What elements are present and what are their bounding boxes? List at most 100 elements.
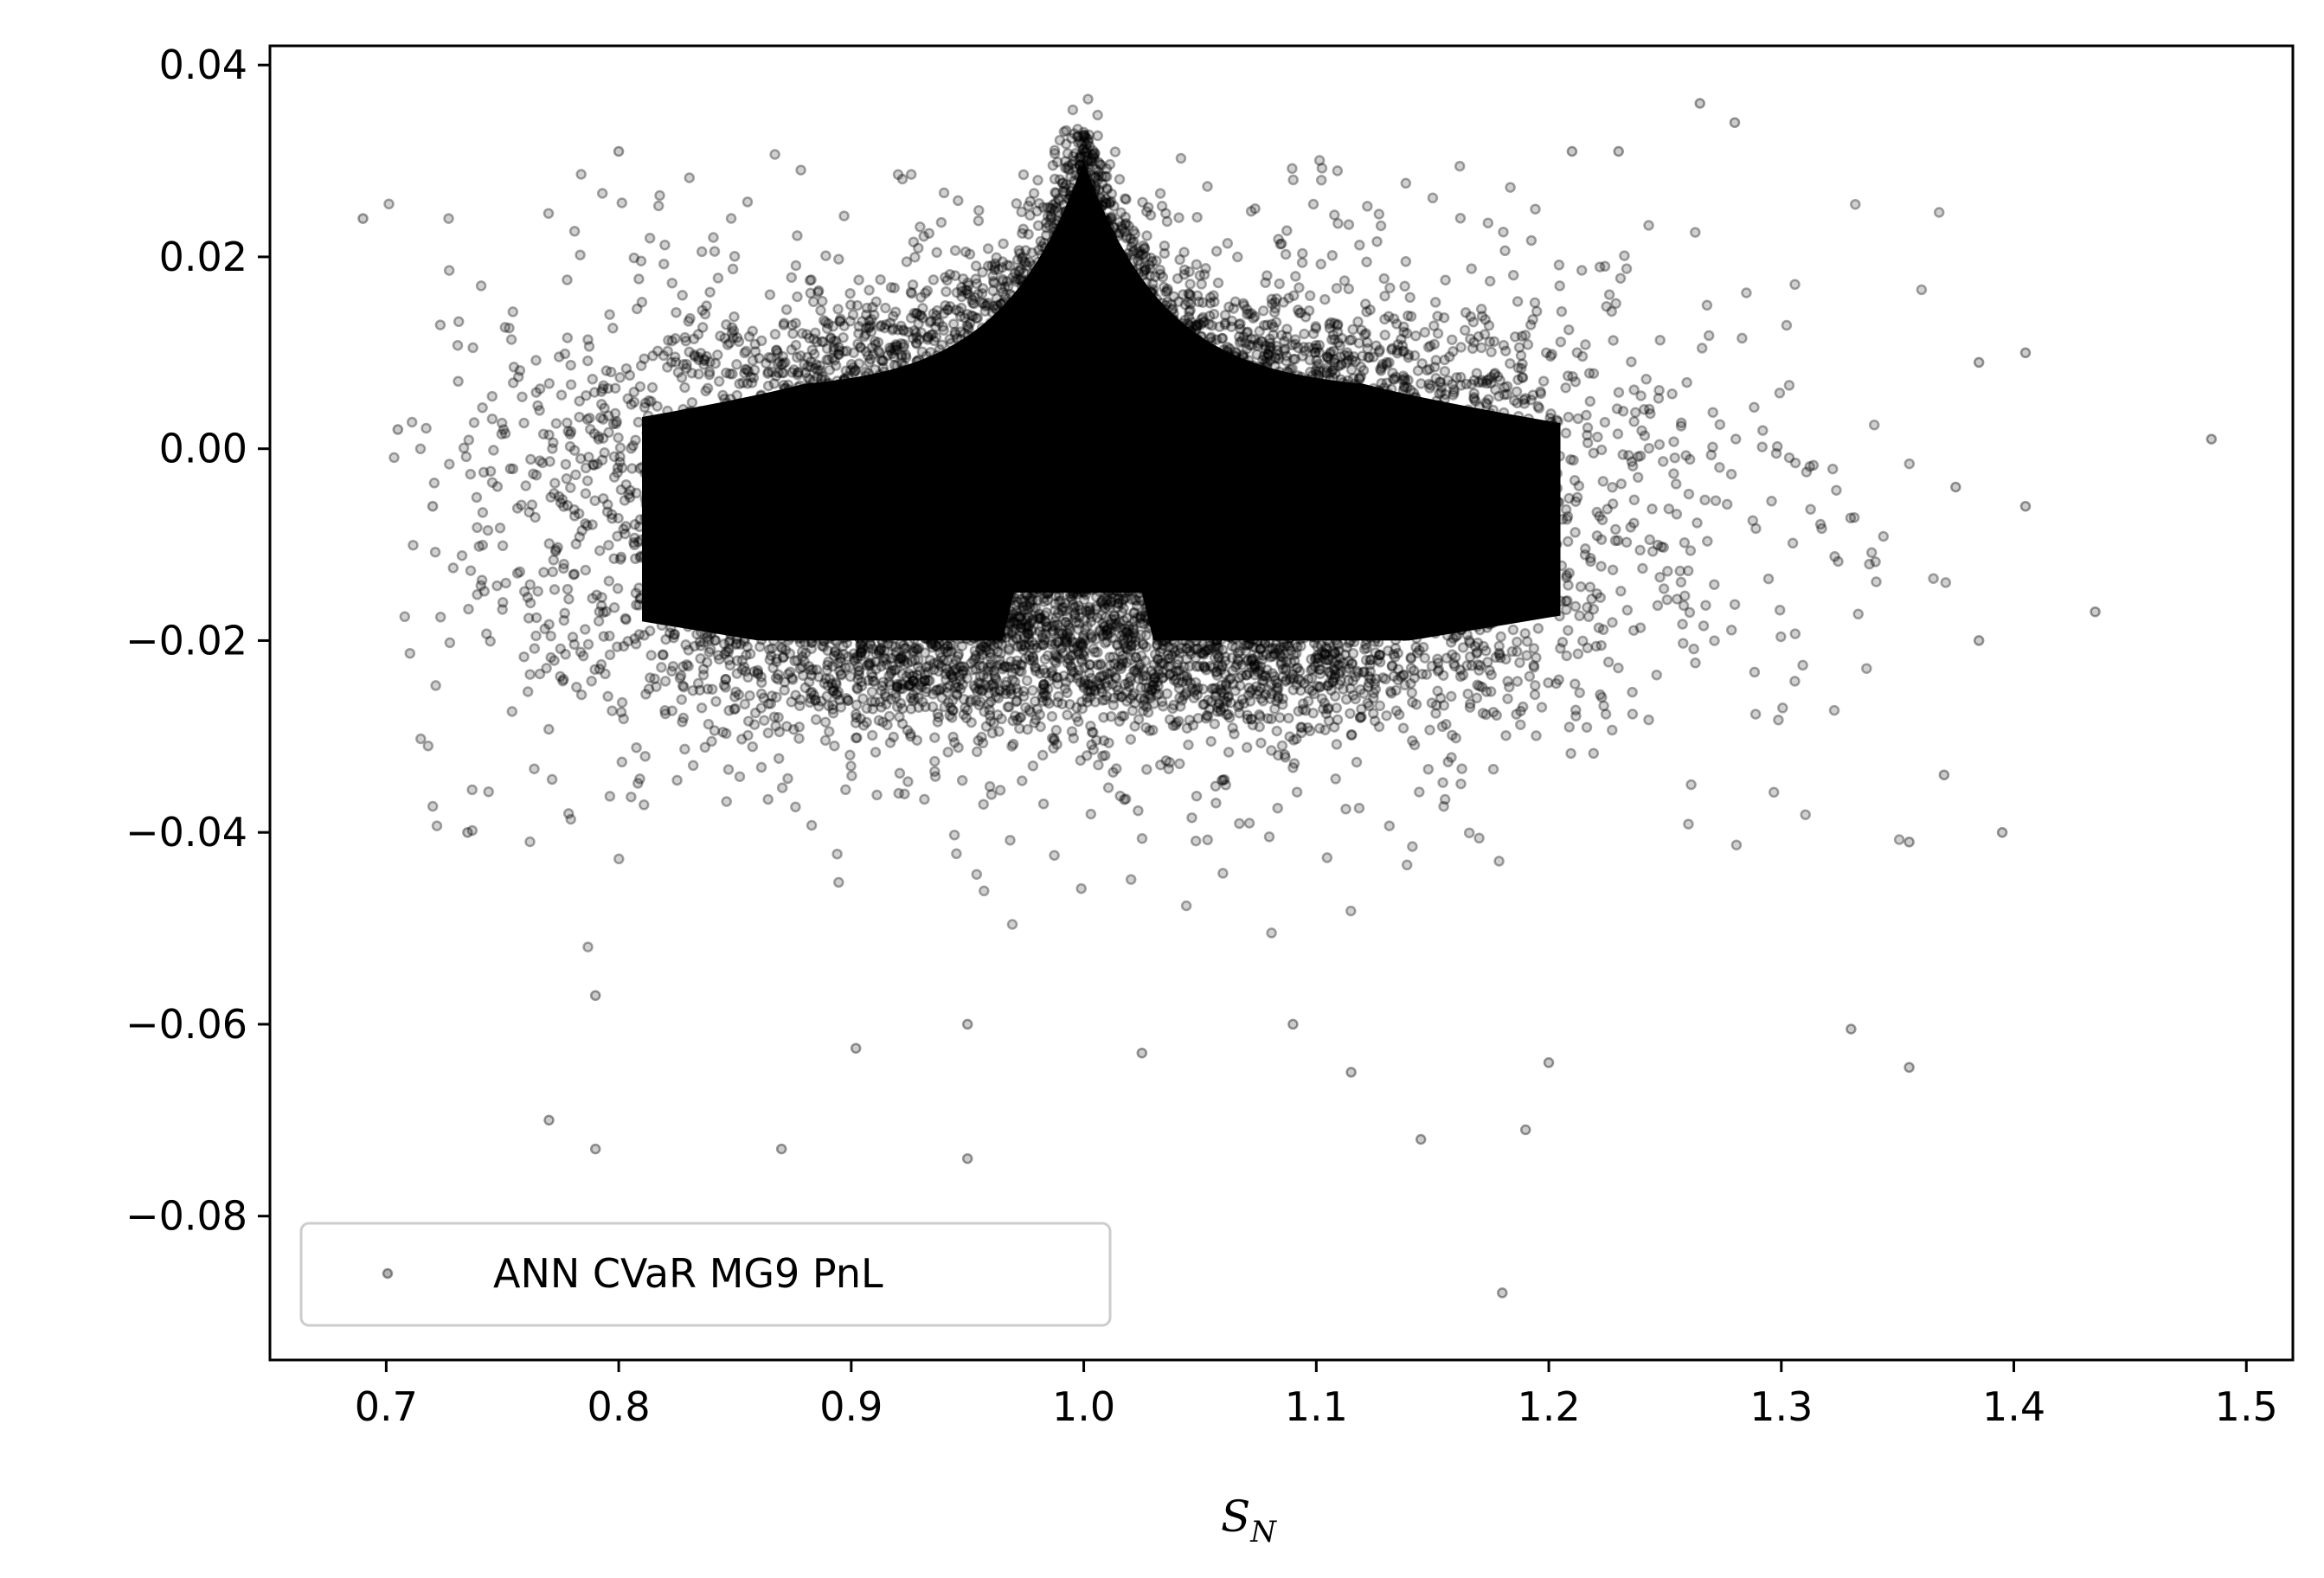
scatter-point xyxy=(1577,635,1589,647)
scatter-point xyxy=(1700,600,1711,611)
scatter-point xyxy=(921,331,934,343)
scatter-point xyxy=(558,501,569,512)
scatter-point xyxy=(1163,661,1174,672)
scatter-point xyxy=(547,566,559,578)
scatter-point xyxy=(659,676,671,687)
scatter-point xyxy=(987,678,999,690)
scatter-point xyxy=(545,651,556,664)
scatter-point xyxy=(1181,670,1192,683)
scatter-point xyxy=(434,612,446,623)
scatter-point xyxy=(1396,333,1407,345)
scatter-point xyxy=(701,657,713,668)
scatter-points xyxy=(357,93,2218,1299)
scatter-point xyxy=(1374,700,1386,712)
scatter-point xyxy=(1677,619,1688,630)
scatter-point xyxy=(706,683,718,695)
scatter-point xyxy=(1167,643,1179,654)
scatter-point xyxy=(1082,696,1094,708)
scatter-point xyxy=(1627,686,1638,698)
scatter-point xyxy=(525,453,536,465)
scatter-point xyxy=(1675,420,1687,432)
scatter-point xyxy=(1111,681,1122,692)
scatter-point xyxy=(1428,362,1441,373)
scatter-point xyxy=(883,710,896,722)
scatter-point xyxy=(1140,670,1152,682)
scatter-point xyxy=(1390,643,1402,654)
scatter-point xyxy=(1092,130,1103,142)
scatter-point xyxy=(739,698,751,710)
scatter-point xyxy=(575,646,587,658)
scatter-point xyxy=(1627,709,1639,720)
scatter-point xyxy=(806,664,819,676)
scatter-point xyxy=(1347,675,1358,687)
scatter-point xyxy=(1789,628,1801,639)
scatter-point xyxy=(429,546,441,558)
scatter-point xyxy=(1021,620,1032,632)
scatter-point xyxy=(713,653,725,665)
scatter-point xyxy=(1216,660,1228,671)
scatter-point xyxy=(594,545,606,556)
scatter-point xyxy=(993,726,1005,737)
scatter-point xyxy=(697,669,709,681)
scatter-point xyxy=(804,332,815,344)
scatter-point xyxy=(1132,255,1144,266)
scatter-point xyxy=(1231,658,1243,670)
scatter-point xyxy=(581,475,594,486)
scatter-point xyxy=(1787,537,1799,549)
scatter-point xyxy=(873,645,885,657)
scatter-point xyxy=(1232,251,1243,263)
scatter-point xyxy=(1203,694,1214,706)
scatter-point xyxy=(1277,664,1289,675)
scatter-point xyxy=(1699,494,1711,506)
scatter-point xyxy=(1184,298,1197,310)
scatter-point xyxy=(1685,545,1697,556)
scatter-point xyxy=(580,564,592,576)
scatter-point xyxy=(829,355,840,366)
scatter-point xyxy=(529,643,541,654)
scatter-point xyxy=(645,650,657,661)
scatter-point xyxy=(911,670,923,681)
scatter-point xyxy=(1456,763,1467,774)
scatter-point xyxy=(481,628,492,639)
scatter-point xyxy=(1274,278,1285,290)
scatter-point xyxy=(1522,339,1534,350)
scatter-point xyxy=(649,673,660,684)
scatter-point xyxy=(1082,93,1094,105)
scatter-point xyxy=(1038,687,1050,698)
scatter-point xyxy=(1075,653,1087,665)
scatter-point xyxy=(1221,696,1232,708)
scatter-point xyxy=(865,326,877,337)
scatter-point xyxy=(933,658,945,670)
scatter-point xyxy=(1721,498,1733,510)
scatter-point xyxy=(1495,631,1506,643)
scatter-point xyxy=(824,726,835,737)
scatter-point xyxy=(1179,689,1191,700)
scatter-point xyxy=(731,655,743,666)
scatter-point xyxy=(747,325,759,337)
scatter-point xyxy=(538,567,549,578)
scatter-point xyxy=(1037,202,1049,213)
scatter-point xyxy=(1698,620,1710,632)
scatter-point xyxy=(827,699,838,711)
scatter-point xyxy=(998,661,1011,673)
scatter-point xyxy=(1669,452,1680,464)
scatter-point xyxy=(444,459,455,470)
scatter-point xyxy=(1535,388,1547,400)
scatter-point xyxy=(1067,636,1078,648)
scatter-point xyxy=(1775,631,1787,643)
scatter-point xyxy=(863,285,875,296)
scatter-point xyxy=(970,695,982,707)
scatter-point xyxy=(1003,643,1015,654)
scatter-point xyxy=(1383,645,1394,657)
scatter-point xyxy=(1313,722,1326,734)
scatter-point xyxy=(1055,643,1067,655)
scatter-point xyxy=(1766,496,1777,507)
scatter-point xyxy=(1252,650,1264,662)
scatter-point xyxy=(1233,318,1245,330)
scatter-point xyxy=(1805,504,1816,515)
scatter-point xyxy=(1011,198,1023,209)
scatter-point xyxy=(1294,665,1306,677)
scatter-point xyxy=(488,445,499,456)
scatter-point xyxy=(1903,458,1916,470)
scatter-point xyxy=(724,659,736,671)
